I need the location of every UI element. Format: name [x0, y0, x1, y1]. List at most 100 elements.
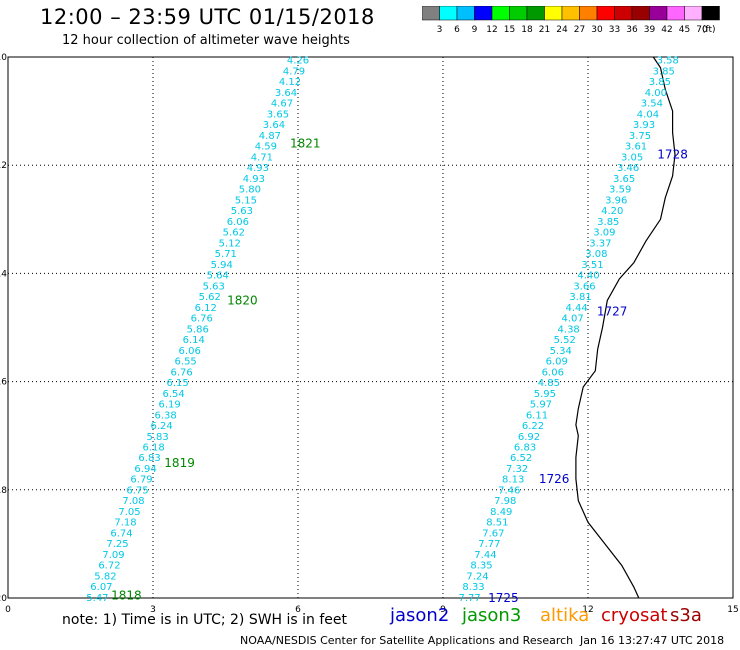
wave-height-value: 8.51 — [486, 518, 508, 529]
wave-height-value: 6.83 — [138, 453, 160, 464]
time-label: 1727 — [597, 304, 628, 318]
satellite-s3a: s3a — [670, 605, 702, 626]
wave-height-value: 3.59 — [609, 185, 631, 196]
legend-label: 39 — [644, 25, 656, 35]
x-tick-label: 3 — [150, 605, 156, 615]
wave-height-value: 5.63 — [231, 206, 253, 217]
page-title: 12:00 – 23:59 UTC 01/15/2018 — [40, 5, 375, 29]
wave-height-value: 6.83 — [514, 442, 536, 453]
wave-height-value: 6.74 — [110, 528, 132, 539]
wave-height-value: 3.54 — [641, 99, 663, 110]
wave-height-value: 3.05 — [621, 152, 643, 163]
wave-height-value: 7.24 — [466, 571, 488, 582]
wave-height-value: 3.58 — [657, 56, 679, 67]
wave-height-value: 5.71 — [215, 249, 237, 260]
wave-height-value: 4.20 — [601, 206, 623, 217]
wave-height-value: 6.72 — [98, 561, 120, 572]
wave-height-value: 3.81 — [569, 292, 591, 303]
wave-height-value: 6.92 — [518, 432, 540, 443]
wave-height-value: 6.38 — [154, 410, 176, 421]
wave-height-value: 5.82 — [94, 571, 116, 582]
wave-height-value: 8.35 — [470, 561, 492, 572]
wave-height-value: 7.44 — [474, 550, 496, 561]
wave-height-value: 7.46 — [498, 485, 520, 496]
wave-height-value: 5.94 — [211, 260, 233, 271]
wave-height-value: 7.25 — [106, 539, 128, 550]
y-tick-label: -16 — [0, 378, 7, 388]
wave-height-value: 3.66 — [573, 281, 595, 292]
x-tick-label: 15 — [727, 605, 738, 615]
legend-label: 18 — [521, 25, 533, 35]
wave-height-value: 6.15 — [167, 378, 189, 389]
wave-height-value: 5.15 — [235, 195, 257, 206]
wave-height-value: 7.05 — [118, 507, 140, 518]
credit-line: NOAA/NESDIS Center for Satellite Applica… — [240, 634, 574, 647]
wave-height-value: 6.54 — [163, 389, 185, 400]
time-label: 1728 — [657, 147, 688, 161]
generated-timestamp: Jan 16 13:27:47 UTC 2018 — [580, 634, 725, 647]
wave-height-value: 3.65 — [613, 174, 635, 185]
wave-height-value: 3.75 — [629, 131, 651, 142]
wave-height-value: 3.37 — [589, 238, 611, 249]
wave-height-value: 6.18 — [142, 442, 164, 453]
x-tick-label: 12 — [582, 605, 593, 615]
wave-height-value: 5.62 — [223, 228, 245, 239]
time-label: 1821 — [290, 137, 321, 151]
wave-height-value: 6.11 — [526, 410, 548, 421]
legend-label: 6 — [454, 25, 460, 35]
wave-height-value: 3.09 — [593, 228, 615, 239]
time-label: 1820 — [227, 293, 258, 307]
wave-height-value: 3.85 — [597, 217, 619, 228]
wave-height-value: 5.63 — [203, 281, 225, 292]
wave-height-value: 4.85 — [538, 378, 560, 389]
wave-height-value: 5.64 — [207, 271, 229, 282]
wave-height-value: 3.51 — [581, 260, 603, 271]
legend-label: 21 — [539, 25, 550, 35]
wave-height-value: 4.79 — [283, 66, 305, 77]
wave-height-value: 6.14 — [183, 335, 205, 346]
wave-height-value: 6.79 — [130, 475, 152, 486]
y-tick-label: -18 — [0, 486, 7, 496]
y-tick-label: -12 — [0, 161, 7, 171]
footnote: note: 1) Time is in UTC; 2) SWH is in fe… — [62, 612, 348, 628]
wave-height-value: 4.40 — [577, 271, 599, 282]
wave-height-value: 3.08 — [585, 249, 607, 260]
wave-height-value: 6.22 — [522, 421, 544, 432]
time-label: 1818 — [111, 588, 142, 602]
wave-height-value: 4.71 — [251, 152, 273, 163]
legend-label: 33 — [609, 25, 620, 35]
wave-height-value: 5.47 — [86, 593, 108, 604]
x-tick-label: 6 — [295, 605, 301, 615]
wave-height-value: 6.24 — [150, 421, 172, 432]
wave-height-value: 4.93 — [243, 174, 265, 185]
wave-height-value: 6.75 — [126, 485, 148, 496]
legend-label: 42 — [661, 25, 672, 35]
time-label: 1819 — [164, 456, 195, 470]
wave-height-value: 3.85 — [653, 66, 675, 77]
wave-height-value: 4.93 — [247, 163, 269, 174]
wave-height-value: 4.00 — [645, 88, 667, 99]
wave-height-value: 8.33 — [462, 582, 484, 593]
wave-height-value: 3.64 — [275, 88, 297, 99]
y-tick-label: -20 — [0, 594, 7, 604]
wave-height-value: 7.77 — [458, 593, 480, 604]
time-label: 1726 — [539, 472, 570, 486]
wave-height-value: 6.09 — [546, 357, 568, 368]
wave-height-value: 7.09 — [102, 550, 124, 561]
wave-height-value: 7.32 — [506, 464, 528, 475]
wave-height-value: 6.07 — [90, 582, 112, 593]
wave-height-value: 3.65 — [267, 109, 289, 120]
legend-label: 15 — [504, 25, 515, 35]
wave-height-value: 7.98 — [494, 496, 516, 507]
wave-height-value: 6.12 — [195, 303, 217, 314]
legend-label: 36 — [626, 25, 638, 35]
wave-height-value: 4.38 — [558, 324, 580, 335]
wave-height-value: 7.67 — [482, 528, 504, 539]
wave-height-value: 6.76 — [191, 314, 213, 325]
wave-height-value: 6.06 — [542, 367, 564, 378]
wave-height-value: 3.96 — [605, 195, 627, 206]
y-tick-label: -10 — [0, 53, 7, 63]
coastline — [575, 56, 676, 599]
wave-height-value: 7.08 — [122, 496, 144, 507]
